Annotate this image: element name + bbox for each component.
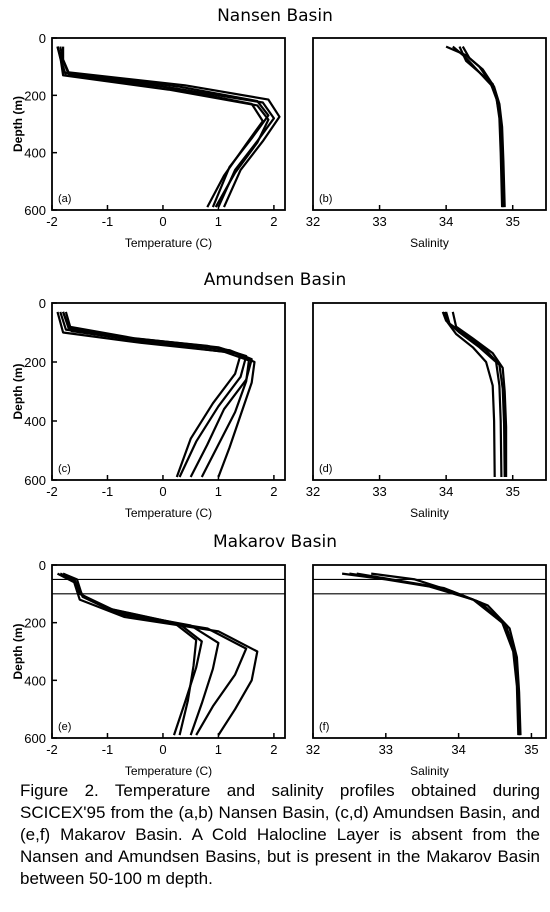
plot-frame-5 [312,564,547,739]
x-tick-label-2-0: -2 [46,484,58,499]
x-axis-label-2: Temperature (C) [125,506,212,520]
panel-label-2: (c) [58,463,71,475]
x-tick-label-3-2: 34 [439,484,453,499]
x-axis-label-1: Salinity [410,236,449,250]
y-axis-label-2: Depth (m) [11,364,25,420]
x-tick-label-0-3: 1 [215,214,222,229]
basin-title-nansen: Nansen Basin [217,6,333,26]
x-tick-label-4-3: 1 [215,742,222,757]
basin-title-makarov: Makarov Basin [213,532,337,552]
y-tick-label-4-1: 200 [24,616,46,631]
plot-frame-3 [312,302,547,481]
y-tick-label-0-3: 600 [24,203,46,218]
y-tick-label-0-0: 0 [39,31,46,46]
plot-frame-1 [312,37,547,211]
x-tick-label-1-0: 32 [306,214,320,229]
x-tick-label-2-2: 0 [159,484,166,499]
profile-line-0-2 [56,46,264,208]
x-tick-label-3-1: 33 [372,484,386,499]
x-tick-label-3-0: 32 [306,484,320,499]
x-tick-label-1-2: 34 [439,214,453,229]
profile-line-4-3 [56,572,259,736]
plot-frame-0 [51,37,286,211]
y-tick-label-2-0: 0 [39,296,46,311]
panel-label-3: (d) [319,463,332,475]
x-tick-label-4-1: -1 [102,742,114,757]
profile-line-5-2 [371,572,522,736]
profile-line-5-3 [349,572,521,736]
x-tick-label-0-1: -1 [102,214,114,229]
x-tick-label-5-2: 34 [451,742,465,757]
x-axis-label-3: Salinity [410,506,449,520]
x-tick-label-5-1: 33 [379,742,393,757]
x-tick-label-3-3: 35 [505,484,519,499]
x-tick-label-1-1: 33 [372,214,386,229]
panel-label-1: (b) [319,193,332,205]
profile-line-5-0 [341,572,520,736]
y-tick-label-0-1: 200 [24,88,46,103]
x-axis-label-4: Temperature (C) [125,764,212,778]
profile-line-5-1 [356,572,521,736]
y-tick-label-0-2: 400 [24,146,46,161]
profile-line-0-0 [56,46,270,208]
panel-label-5: (f) [319,721,329,733]
profile-line-3-2 [451,311,508,477]
x-axis-label-5: Salinity [410,764,449,778]
x-tick-label-4-4: 2 [270,742,277,757]
panel-label-4: (e) [58,721,71,733]
x-tick-label-5-0: 32 [306,742,320,757]
x-tick-label-4-2: 0 [159,742,166,757]
y-tick-label-4-2: 400 [24,673,46,688]
profile-line-3-3 [443,311,496,478]
profile-line-4-2 [62,572,248,736]
profile-line-1-0 [445,45,504,208]
profile-line-4-4 [59,572,203,736]
x-tick-label-0-0: -2 [46,214,58,229]
y-axis-label-0: Depth (m) [11,96,25,152]
profile-line-2-4 [64,311,256,478]
profile-line-0-3 [61,46,281,208]
x-tick-label-1-3: 35 [505,214,519,229]
panel-label-0: (a) [58,193,71,205]
x-tick-label-0-4: 2 [270,214,277,229]
figure-caption: Figure 2. Temperature and salinity profi… [20,781,540,888]
profile-line-0-1 [59,46,275,208]
plot-frame-2 [51,302,286,481]
x-tick-label-5-3: 35 [524,742,538,757]
profile-line-0-4 [56,46,270,208]
y-tick-label-4-0: 0 [39,558,46,573]
x-tick-label-2-3: 1 [215,484,222,499]
profile-line-1-3 [452,45,504,208]
profile-line-3-1 [445,311,506,478]
x-tick-label-0-2: 0 [159,214,166,229]
basin-title-amundsen: Amundsen Basin [203,270,347,290]
y-tick-label-2-1: 200 [24,355,46,370]
x-axis-label-0: Temperature (C) [125,236,212,250]
y-axis-label-4: Depth (m) [11,624,25,680]
y-tick-label-2-2: 400 [24,414,46,429]
x-tick-label-2-4: 2 [270,484,277,499]
y-tick-label-2-3: 600 [24,473,46,488]
profile-line-1-2 [461,46,506,208]
x-tick-label-4-0: -2 [46,742,58,757]
plot-frame-4 [51,564,286,739]
y-tick-label-4-3: 600 [24,731,46,746]
x-tick-label-2-1: -1 [102,484,114,499]
